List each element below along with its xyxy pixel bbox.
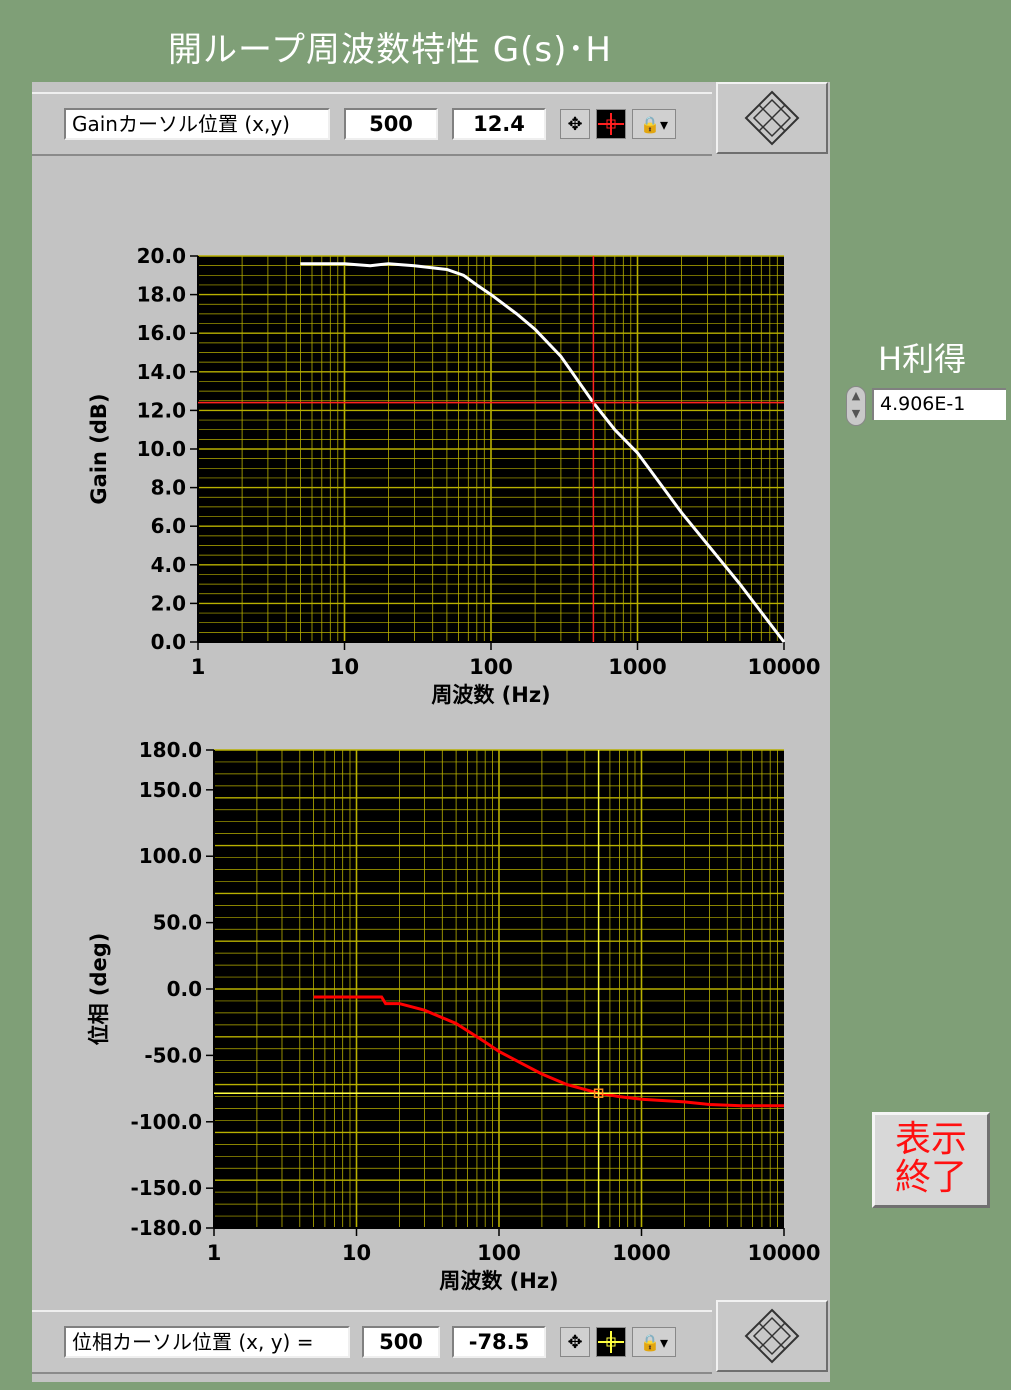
y-tick-label: 6.0	[151, 514, 186, 538]
y-tick-label: 8.0	[151, 476, 186, 500]
y-tick-label: 0.0	[167, 977, 202, 1001]
y-tick-label: 2.0	[151, 591, 186, 615]
h-gain-label: H利得	[878, 340, 967, 378]
cursor-style-icon[interactable]	[596, 1327, 626, 1357]
y-tick-label: 0.0	[151, 630, 186, 654]
y-tick-label: 18.0	[137, 283, 186, 307]
y-axis-label: 位相 (deg)	[87, 933, 111, 1046]
y-tick-label: 150.0	[139, 778, 202, 802]
x-tick-label: 1	[191, 655, 206, 679]
window-title: 開ループ周波数特性 G(s)･H	[168, 30, 612, 70]
gain-cursor-y[interactable]: 12.4	[452, 108, 546, 140]
cursor-move-icon[interactable]: ✥	[560, 109, 590, 139]
cursor-style-glyph	[598, 113, 624, 135]
y-tick-label: 12.0	[137, 398, 186, 422]
y-tick-label: 180.0	[139, 738, 202, 762]
cursor-lock-icon[interactable]: 🔒▾	[632, 109, 676, 139]
series-line	[300, 262, 786, 643]
cursor-style-icon[interactable]	[596, 109, 626, 139]
end-display-button[interactable]: 表示 終了	[872, 1112, 990, 1208]
y-axis-label: Gain (dB)	[87, 393, 111, 504]
y-tick-label: -180.0	[130, 1216, 202, 1240]
phase-cursor-x[interactable]: 500	[362, 1326, 440, 1358]
y-tick-label: 20.0	[137, 244, 186, 268]
y-tick-label: -150.0	[130, 1176, 202, 1200]
x-tick-label: 10000	[747, 655, 820, 679]
cursor-move-icon[interactable]: ✥	[560, 1327, 590, 1357]
x-tick-label: 1000	[612, 1241, 670, 1265]
y-tick-label: -100.0	[130, 1110, 202, 1134]
end-display-label-1: 表示	[894, 1119, 967, 1160]
x-axis-label: 周波数 (Hz)	[431, 683, 550, 707]
x-tick-label: 100	[469, 655, 513, 679]
diamond-pad-icon	[744, 1308, 800, 1364]
x-tick-label: 1	[207, 1241, 222, 1265]
cursor-style-glyph	[598, 1331, 624, 1353]
phase-cursor-y[interactable]: -78.5	[452, 1326, 546, 1358]
x-tick-label: 1000	[608, 655, 666, 679]
phase-chart-svg[interactable]: 180.0 150.0 100.0 50.0 0.0 -50.0 -100.0 -150.0 -…	[32, 732, 830, 1308]
y-tick-label: 16.0	[137, 321, 186, 345]
y-tick-label: 100.0	[139, 844, 202, 868]
phase-chart: 180.0 150.0 100.0 50.0 0.0 -50.0 -100.0 -150.0 -…	[32, 732, 830, 1308]
phase-cursor-toolbar: 位相カーソル位置 (x, y) = 500 -78.5 ✥ 🔒▾	[32, 1310, 712, 1374]
gain-cursor-toolbar: Gainカーソル位置 (x,y) 500 12.4 ✥ 🔒▾	[32, 92, 712, 156]
gain-cursor-label: Gainカーソル位置 (x,y)	[64, 108, 330, 140]
y-tick-label: -50.0	[144, 1043, 202, 1067]
gain-chart: 20.0 18.0 16.0 14.0 12.0 10.0 8.0 6.0 4.0 2.0 0.0 1…	[32, 164, 830, 732]
h-gain-stepper[interactable]: ▲ ▼	[846, 386, 866, 426]
x-tick-label: 10	[330, 655, 359, 679]
x-tick-label: 10	[342, 1241, 371, 1265]
x-axis-label: 周波数 (Hz)	[439, 1269, 558, 1293]
phase-cursor-pad-button[interactable]	[716, 1300, 828, 1372]
diamond-pad-icon	[744, 90, 800, 146]
y-tick-label: 4.0	[151, 553, 186, 577]
end-display-label-2: 終了	[894, 1157, 967, 1198]
y-tick-label: 10.0	[137, 437, 186, 461]
y-tick-label: 50.0	[153, 911, 202, 935]
cursor-lock-icon[interactable]: 🔒▾	[632, 1327, 676, 1357]
y-tick-label: 14.0	[137, 360, 186, 384]
graph-panel: Gainカーソル位置 (x,y) 500 12.4 ✥ 🔒▾ 20.0 18.0 1…	[32, 82, 830, 1382]
gain-cursor-pad-button[interactable]	[716, 82, 828, 154]
h-gain-input[interactable]: 4.906E-1	[872, 388, 1006, 420]
x-tick-label: 100	[477, 1241, 521, 1265]
x-tick-label: 10000	[747, 1241, 820, 1265]
series-line	[313, 995, 784, 1108]
gain-cursor-x[interactable]: 500	[344, 108, 438, 140]
gain-chart-svg[interactable]: 20.018.016.014.012.010.08.06.04.02.00.01…	[32, 164, 830, 732]
cursor-point	[593, 1088, 604, 1098]
phase-cursor-label: 位相カーソル位置 (x, y) =	[64, 1326, 350, 1358]
